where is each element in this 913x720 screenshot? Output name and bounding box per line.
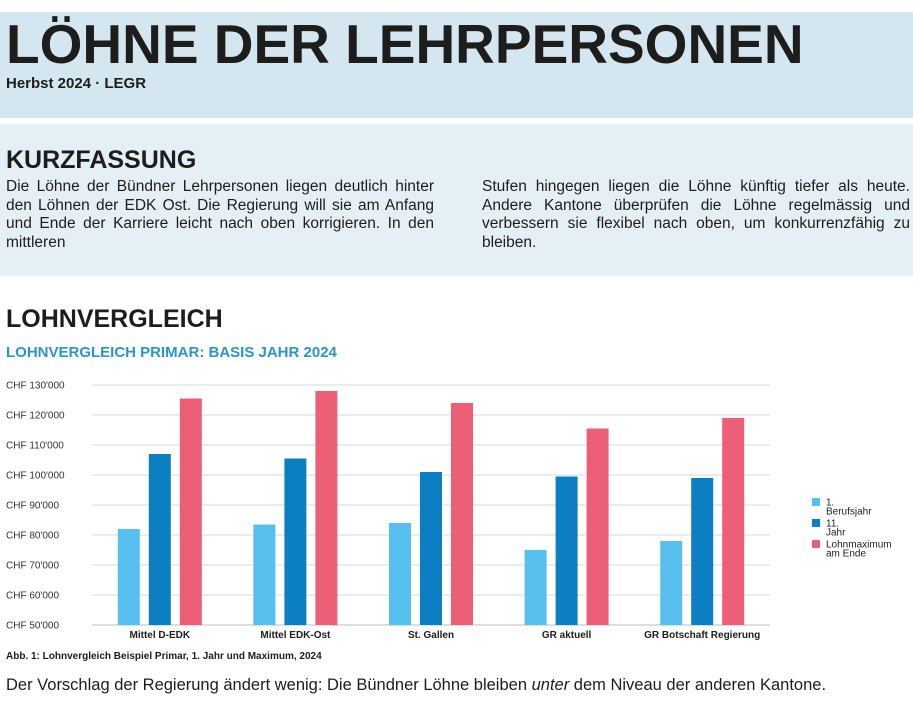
bar — [660, 541, 683, 625]
x-category-label: St. Gallen — [408, 630, 454, 641]
bar-chart: CHF 50'000 CHF 60'000 CHF 70'000 CHF 80'000… — [6, 381, 892, 642]
bar — [117, 529, 140, 625]
y-tick-label: CHF 100'000 — [6, 471, 65, 482]
page-subtitle: Herbst 2024 · LEGR — [6, 75, 147, 92]
summary-text-right: Stufen hingegen liegen die Löhne künftig… — [482, 178, 910, 251]
section-heading: LOHNVERGLEICH — [6, 305, 223, 333]
bar — [389, 523, 411, 625]
y-tick-label: CHF 90'000 — [6, 501, 59, 512]
bar — [284, 458, 307, 625]
y-tick-label: CHF 120'000 — [6, 411, 65, 422]
legend-label: Lohnmaximum am Ende — [826, 540, 892, 560]
bar — [148, 454, 171, 625]
bar — [555, 476, 578, 625]
legend-swatch — [812, 498, 820, 506]
bar — [691, 478, 714, 625]
y-tick-label: CHF 130'000 — [6, 381, 65, 392]
y-tick-label: CHF 80'000 — [6, 531, 59, 542]
summary-heading: KURZFASSUNG — [6, 146, 197, 174]
conclusion-after: dem Niveau der anderen Kantone. — [569, 676, 827, 694]
chart-title: LOHNVERGLEICH PRIMAR: BASIS JAHR 2024 — [6, 344, 337, 361]
x-category-label: GR Botschaft Regierung — [644, 630, 760, 641]
x-category-label: Mittel EDK-Ost — [260, 630, 331, 641]
legend-swatch — [812, 540, 820, 548]
bar — [315, 391, 338, 625]
y-tick-label: CHF 60'000 — [6, 591, 59, 602]
conclusion-before: Der Vorschlag der Regierung ändert wenig… — [6, 676, 532, 694]
legend-swatch — [812, 519, 820, 527]
conclusion-emphasis: unter — [531, 676, 570, 694]
y-tick-label: CHF 50'000 — [6, 621, 59, 632]
bar — [451, 403, 473, 625]
bar — [586, 428, 609, 625]
chart-bars — [117, 391, 745, 625]
bar — [253, 524, 276, 625]
summary-text-left: Die Löhne der Bündner Lehrpersonen liege… — [6, 178, 434, 251]
y-tick-label: CHF 110'000 — [6, 441, 64, 452]
x-axis-labels: Mittel D-EDK Mittel EDK-Ost St. Gallen GR a… — [130, 630, 761, 641]
bar — [179, 398, 202, 625]
bar — [420, 472, 442, 625]
page-title: LÖHNE DER LEHRPERSONEN — [6, 13, 804, 75]
summary-band — [0, 124, 913, 276]
y-tick-label: CHF 70'000 — [6, 561, 59, 572]
x-category-label: GR aktuell — [542, 630, 592, 641]
bar — [722, 418, 745, 625]
figure-caption: Abb. 1: Lohnvergleich Beispiel Primar, 1… — [6, 651, 322, 662]
header-band — [0, 12, 913, 118]
bar — [524, 550, 547, 625]
conclusion-text: Der Vorschlag der Regierung ändert wenig… — [6, 676, 911, 695]
legend-label: 1. Berufsjahr — [826, 498, 872, 518]
x-category-label: Mittel D-EDK — [130, 630, 191, 641]
legend-label: 11. Jahr — [826, 519, 846, 539]
y-axis-ticks: CHF 50'000 CHF 60'000 CHF 70'000 CHF 80'000… — [6, 381, 65, 632]
